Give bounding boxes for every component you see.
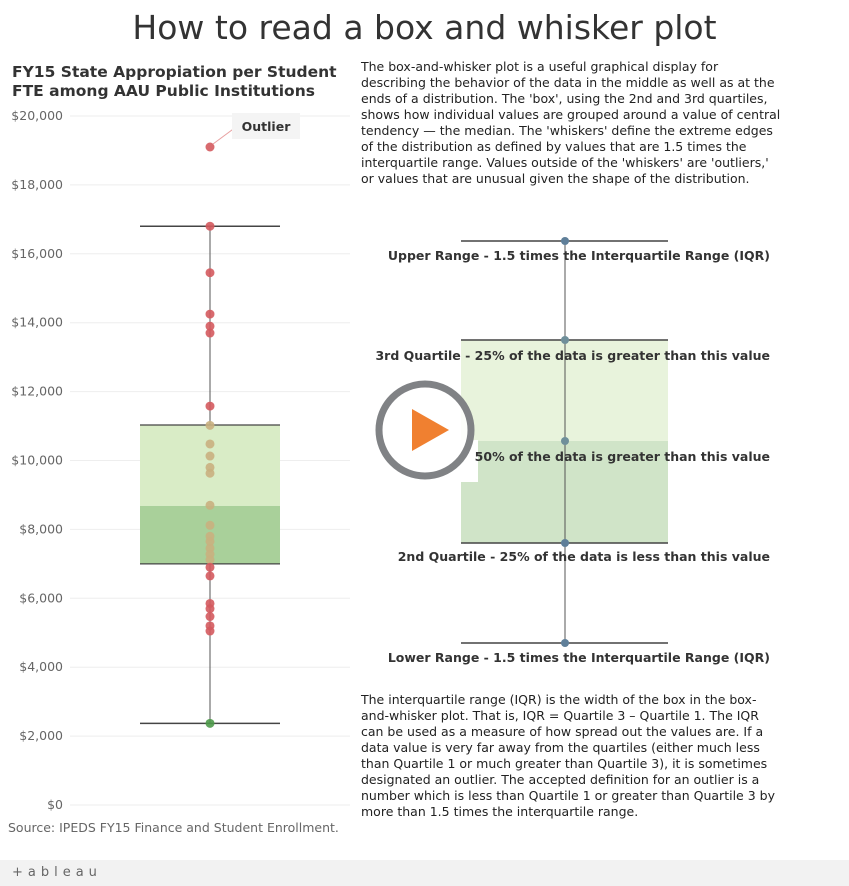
diagram-q2-point [561,539,569,547]
data-point[interactable] [205,439,215,449]
data-point[interactable] [205,555,215,565]
y-tick-label: $14,000 [11,315,63,330]
data-point[interactable] [205,321,215,331]
diagram-upper-point [561,237,569,245]
y-tick-label: $18,000 [11,177,63,192]
data-point[interactable] [205,626,215,636]
diagram-median-point [561,437,569,445]
data-point[interactable] [205,451,215,461]
data-point[interactable] [205,604,215,614]
data-point[interactable] [205,309,215,319]
y-tick-label: $10,000 [11,453,63,468]
page-title: How to read a box and whisker plot [132,8,717,47]
iqr-paragraph: The interquartile range (IQR) is the wid… [361,692,775,819]
q2-label: 2nd Quartile - 25% of the data is less t… [398,549,770,564]
y-axis: $0 $2,000 $4,000 $6,000 $8,000 $10,000 $12,000… [11,108,63,812]
data-point[interactable] [205,268,215,278]
tableau-logo[interactable]: +ableau [12,865,102,880]
y-tick-label: $0 [47,797,63,812]
play-video-button[interactable] [375,380,475,480]
diagram-q3-point [561,336,569,344]
source-note: Source: IPEDS FY15 Finance and Student E… [8,820,339,835]
q3-label: 3rd Quartile - 25% of the data is greate… [375,348,770,363]
intro-paragraph: The box-and-whisker plot is a useful gra… [361,59,781,186]
data-point[interactable] [205,142,215,152]
data-point[interactable] [205,718,215,728]
data-points[interactable] [205,142,215,728]
upper-range-label: Upper Range - 1.5 times the Interquartil… [388,248,770,263]
lower-range-label: Lower Range - 1.5 times the Interquartil… [388,650,770,665]
outlier-label-box [232,113,300,140]
y-tick-label: $2,000 [19,728,63,743]
chart-title: FY15 State Appropiation per Student FTE … [12,63,337,100]
outlier-label: Outlier [242,119,292,134]
data-point[interactable] [205,468,215,478]
data-point[interactable] [205,328,215,338]
y-tick-label: $16,000 [11,246,63,261]
data-point[interactable] [205,536,215,546]
data-point[interactable] [205,401,215,411]
diagram-lower-point [561,639,569,647]
footer-bar: +ableau [0,860,849,886]
explanation-diagram: Upper Range - 1.5 times the Interquartil… [375,237,770,665]
data-point[interactable] [205,571,215,581]
data-point[interactable] [205,612,215,622]
y-tick-label: $4,000 [19,659,63,674]
data-point[interactable] [205,420,215,430]
box-plot-chart[interactable]: $0 $2,000 $4,000 $6,000 $8,000 $10,000 $12,000… [0,100,352,820]
y-tick-label: $20,000 [11,108,63,123]
play-icon [412,409,449,451]
y-tick-label: $8,000 [19,521,63,536]
median-label: 50% of the data is greater than this val… [475,449,770,464]
data-point[interactable] [205,221,215,231]
y-tick-label: $6,000 [19,590,63,605]
data-point[interactable] [205,562,215,572]
data-point[interactable] [205,520,215,530]
data-point[interactable] [205,500,215,510]
outlier-annotation: Outlier [212,113,300,145]
y-tick-label: $12,000 [11,384,63,399]
